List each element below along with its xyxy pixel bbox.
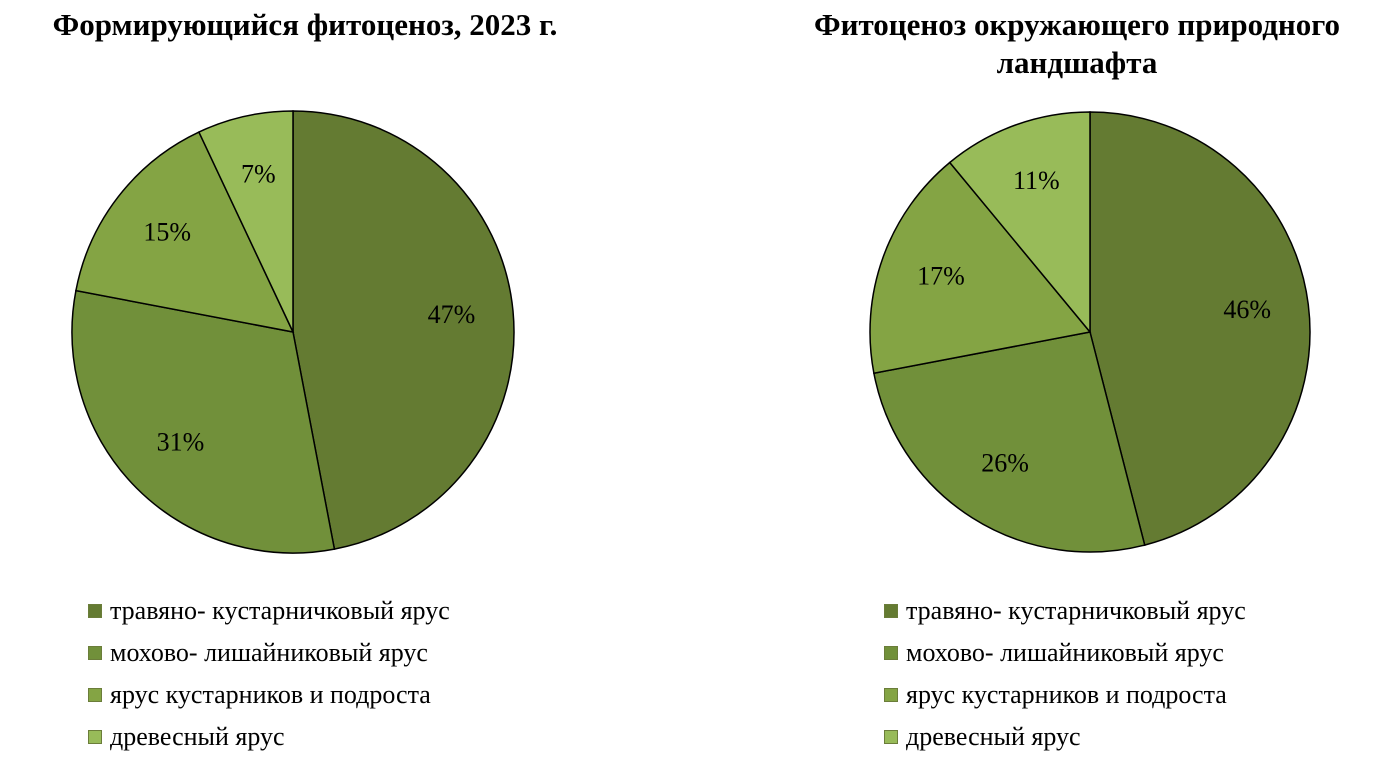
slice-moss-lichen [873,331,1146,553]
legend-label: мохово- лишайниковый ярус [110,638,428,667]
slice-label: 31% [157,427,205,456]
legend-swatch [884,604,898,618]
slice-label: 17% [917,261,965,290]
legend-label: ярус кустарников и подроста [906,680,1227,709]
slice-tree [948,111,1091,335]
slice-shrubs-undergrowth [869,161,1092,375]
legend-item-grass-shrub: травяно- кустарничковый ярус [884,590,1246,632]
legend-item-tree: древесный ярус [884,716,1246,758]
legend-item-shrubs-undergrowth: ярус кустарников и подроста [88,674,450,716]
legend-label: травяно- кустарничковый ярус [906,596,1246,625]
legend-swatch [884,730,898,744]
slice-label: 46% [1223,295,1271,324]
legend-swatch [88,646,102,660]
legend-item-moss-lichen: мохово- лишайниковый ярус [884,632,1246,674]
slice-label: 47% [428,300,476,329]
slice-tree [197,110,294,333]
chart-title-formative-phytocenosis: Формирующийся фитоценоз, 2023 г. [52,7,558,42]
legend-item-grass-shrub: травяно- кустарничковый ярус [88,590,450,632]
slice-label: 11% [1013,166,1060,195]
slice-label: 26% [981,449,1029,478]
pie-chart-surrounding: 46% 26% 17% 11% [869,111,1311,553]
slice-grass-shrub [1089,111,1311,547]
slice-label: 15% [143,217,191,246]
legend-swatch [88,604,102,618]
legend-label: травяно- кустарничковый ярус [110,596,450,625]
chart-title-surrounding-phytocenosis: Фитоценоз окружающего природного ландшаф… [813,7,1341,80]
legend-swatch [88,688,102,702]
legend-formative: травяно- кустарничковый ярус мохово- лиш… [88,590,450,758]
legend-swatch [884,646,898,660]
legend-label: древесный ярус [110,722,285,751]
legend-label: древесный ярус [906,722,1081,751]
slice-grass-shrub [292,110,515,550]
slice-shrubs-undergrowth [75,131,295,334]
legend-item-moss-lichen: мохово- лишайниковый ярус [88,632,450,674]
legend-label: ярус кустарников и подроста [110,680,431,709]
legend-item-tree: древесный ярус [88,716,450,758]
legend-item-shrubs-undergrowth: ярус кустарников и подроста [884,674,1246,716]
legend-surrounding: травяно- кустарничковый ярус мохово- лиш… [884,590,1246,758]
legend-swatch [88,730,102,744]
slice-moss-lichen [71,289,336,554]
legend-label: мохово- лишайниковый ярус [906,638,1224,667]
legend-swatch [884,688,898,702]
pie-chart-formative: 47% 31% 15% 7% [71,110,515,554]
slice-label: 7% [241,160,276,189]
